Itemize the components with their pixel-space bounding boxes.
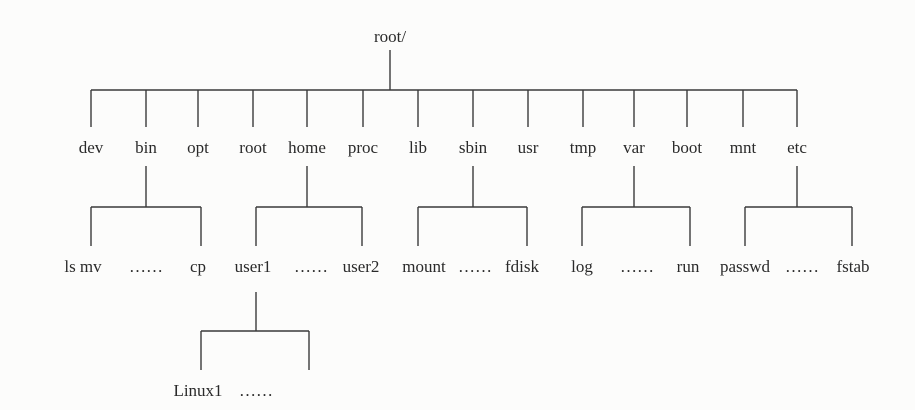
node-fdisk: fdisk xyxy=(505,257,540,276)
node-run: run xyxy=(677,257,700,276)
ellipsis-var: …… xyxy=(620,257,654,276)
ellipsis-etc: …… xyxy=(785,257,819,276)
node-linux1: Linux1 xyxy=(173,381,222,400)
node-root: root/ xyxy=(374,27,406,46)
node-tmp: tmp xyxy=(570,138,596,157)
node-var: var xyxy=(623,138,645,157)
node-proc: proc xyxy=(348,138,379,157)
node-boot: boot xyxy=(672,138,703,157)
ellipsis-user1: …… xyxy=(239,381,273,400)
ellipsis-bin: …… xyxy=(129,257,163,276)
node-usr: usr xyxy=(518,138,539,157)
node-log: log xyxy=(571,257,593,276)
node-mnt: mnt xyxy=(730,138,757,157)
node-opt: opt xyxy=(187,138,209,157)
node-etc: etc xyxy=(787,138,807,157)
node-user2: user2 xyxy=(343,257,380,276)
node-root-dir: root xyxy=(239,138,267,157)
node-sbin: sbin xyxy=(459,138,488,157)
node-passwd: passwd xyxy=(720,257,771,276)
node-cp: cp xyxy=(190,257,206,276)
ellipsis-sbin: …… xyxy=(458,257,492,276)
node-ls-mv: ls mv xyxy=(64,257,102,276)
node-fstab: fstab xyxy=(836,257,869,276)
node-mount: mount xyxy=(402,257,446,276)
node-dev: dev xyxy=(79,138,104,157)
node-lib: lib xyxy=(409,138,427,157)
node-bin: bin xyxy=(135,138,157,157)
node-home: home xyxy=(288,138,326,157)
node-user1: user1 xyxy=(235,257,272,276)
ellipsis-home: …… xyxy=(294,257,328,276)
